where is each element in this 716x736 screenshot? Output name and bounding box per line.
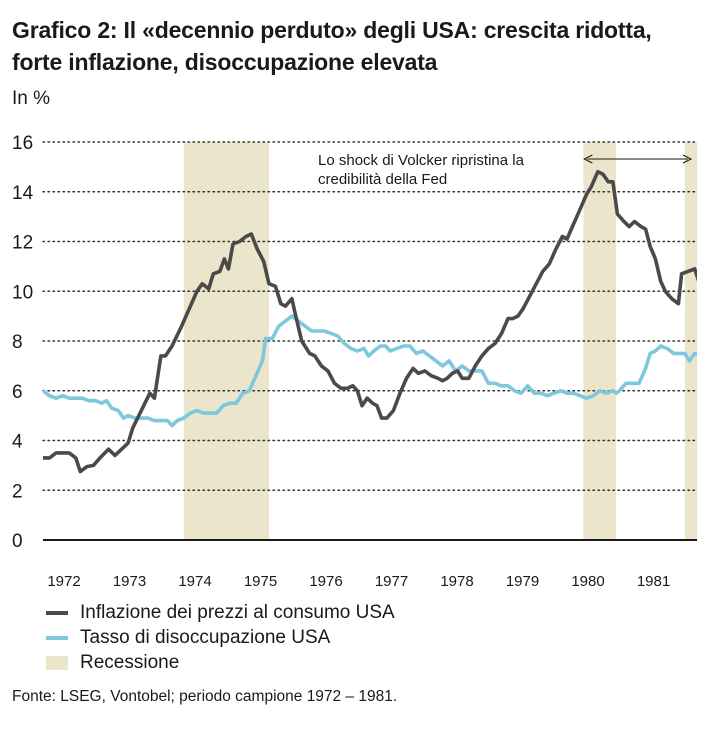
x-tick-label-1974: 1974 (178, 573, 211, 590)
x-tick-label-1977: 1977 (375, 573, 408, 590)
recession-band-1 (183, 142, 269, 540)
series-line-inflation (43, 170, 697, 474)
legend-label-inflation: Inflazione dei prezzi al consumo USA (80, 601, 395, 623)
legend-swatch-recession (46, 655, 68, 670)
y-tick-label-16: 16 (12, 133, 33, 154)
x-tick-label-1981: 1981 (637, 573, 670, 590)
y-tick-label-4: 4 (12, 432, 23, 453)
x-tick-label-1976: 1976 (309, 573, 342, 590)
y-tick-label-12: 12 (12, 233, 33, 254)
legend-item-recession: Recessione (46, 650, 395, 675)
x-tick-label-1978: 1978 (440, 573, 473, 590)
x-tick-label-1972: 1972 (47, 573, 80, 590)
annotation-text-line-2: credibilità della Fed (318, 171, 447, 188)
y-axis-unit-label: In % (12, 88, 51, 109)
series-lines (43, 170, 697, 474)
legend-item-unemployment: Tasso di disoccupazione USA (46, 625, 395, 650)
legend-label-recession: Recessione (80, 651, 180, 673)
annotation-arrowhead-right (682, 154, 693, 164)
y-tick-label-6: 6 (12, 382, 23, 403)
y-tick-label-10: 10 (12, 282, 33, 303)
legend-swatch-unemployment (46, 635, 68, 640)
y-tick-label-8: 8 (12, 332, 23, 353)
chart-title: Grafico 2: Il «decennio perduto» degli U… (12, 17, 652, 75)
x-tick-label-1980: 1980 (571, 573, 604, 590)
x-tick-label-1973: 1973 (113, 573, 146, 590)
x-tick-labels: 1972 1973 1974 1975 1976 1977 1978 1979 1980 1981 (47, 573, 670, 590)
legend-item-inflation: Inflazione dei prezzi al consumo USA (46, 600, 395, 625)
legend-label-unemployment: Tasso di disoccupazione USA (80, 626, 331, 648)
annotation-text-line-1: Lo shock di Volcker ripristina la (318, 152, 525, 169)
y-tick-labels: 0 2 4 6 8 10 12 14 16 (12, 133, 34, 552)
legend: Inflazione dei prezzi al consumo USA Tas… (46, 600, 395, 675)
source-note: Fonte: LSEG, Vontobel; periodo campione … (12, 688, 398, 705)
legend-swatch-inflation (46, 610, 68, 615)
y-tick-label-2: 2 (12, 481, 23, 502)
x-tick-label-1979: 1979 (506, 573, 539, 590)
x-tick-label-1975: 1975 (244, 573, 277, 590)
annotation: Lo shock di Volcker ripristina la credib… (318, 152, 693, 188)
gridlines (42, 141, 698, 541)
series-line-unemployment (43, 314, 697, 428)
annotation-arrowhead-left (583, 154, 593, 164)
y-tick-label-14: 14 (12, 183, 34, 204)
y-tick-label-0: 0 (12, 531, 23, 552)
